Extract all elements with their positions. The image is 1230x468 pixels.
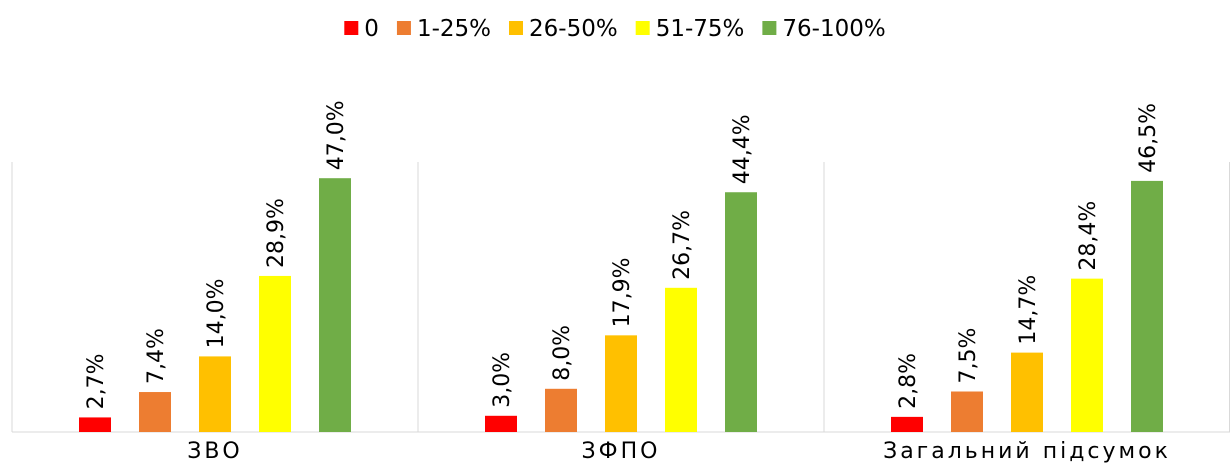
bar <box>545 388 577 432</box>
x-tick-label: ЗВО <box>187 439 243 464</box>
bar <box>665 287 697 432</box>
bar <box>485 415 517 432</box>
value-label: 44,4% <box>730 114 755 184</box>
bar <box>139 392 171 432</box>
value-label: 14,7% <box>1016 275 1041 345</box>
legend-swatch <box>635 21 650 35</box>
value-label: 28,9% <box>264 198 289 268</box>
bar <box>199 356 231 432</box>
bar <box>1011 352 1043 432</box>
legend-label: 51-75% <box>656 16 745 42</box>
value-label: 28,4% <box>1076 201 1101 271</box>
legend-label: 26-50% <box>529 16 618 42</box>
value-label: 47,0% <box>324 100 349 170</box>
legend-swatch <box>509 21 523 35</box>
bar <box>891 416 923 432</box>
x-tick-label: ЗФПО <box>582 439 661 464</box>
legend-swatch <box>344 21 359 35</box>
bar <box>79 417 111 432</box>
value-label: 8,0% <box>550 325 575 381</box>
value-label: 26,7% <box>670 210 695 280</box>
value-label: 14,0% <box>204 279 229 349</box>
legend-label: 1-25% <box>417 16 491 42</box>
legend-swatch <box>396 21 411 35</box>
legend-label: 0 <box>364 16 379 42</box>
bar <box>1131 180 1163 432</box>
bar <box>1071 278 1103 432</box>
bar <box>725 192 757 432</box>
value-label: 46,5% <box>1136 103 1161 173</box>
legend-swatch <box>762 21 777 35</box>
bar <box>319 178 351 432</box>
bar <box>951 391 983 432</box>
value-label: 17,9% <box>610 257 635 327</box>
value-label: 3,0% <box>490 352 515 408</box>
x-tick-label: Загальний підсумок <box>883 439 1171 464</box>
value-label: 2,8% <box>896 353 921 409</box>
value-label: 7,5% <box>956 328 981 384</box>
value-label: 2,7% <box>84 354 109 410</box>
bar <box>605 335 637 432</box>
legend-label: 76-100% <box>782 16 885 42</box>
value-label: 7,4% <box>144 328 169 384</box>
bar <box>259 275 291 432</box>
